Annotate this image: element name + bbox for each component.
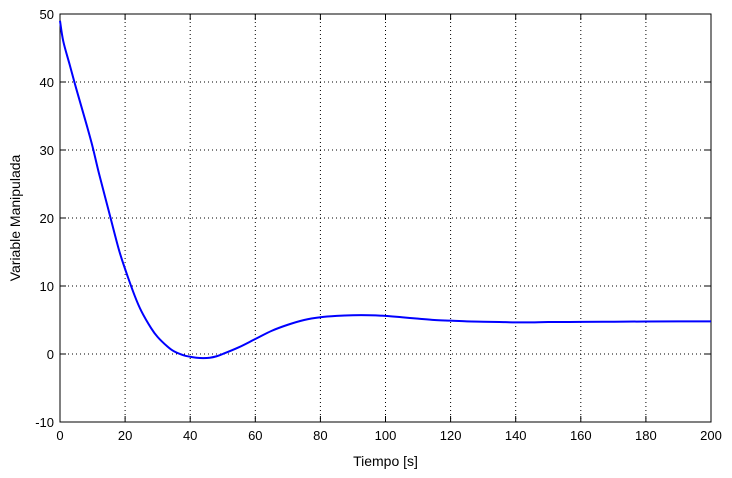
y-axis-label: Variable Manipulada <box>7 154 23 281</box>
y-tick-label: 0 <box>47 347 54 362</box>
x-tick-label: 80 <box>313 428 327 443</box>
x-tick-label: 20 <box>118 428 132 443</box>
x-tick-label: 140 <box>505 428 527 443</box>
x-tick-label: 160 <box>570 428 592 443</box>
y-tick-label: 20 <box>40 211 54 226</box>
x-tick-labels: 0 20 40 60 80 100 120 140 160 180 200 <box>56 428 721 443</box>
x-axis-label: Tiempo [s] <box>353 453 418 469</box>
x-tick-label: 200 <box>700 428 722 443</box>
x-tick-label: 40 <box>183 428 197 443</box>
x-tick-label: 60 <box>248 428 262 443</box>
x-tick-label: 100 <box>375 428 397 443</box>
y-tick-label: 40 <box>40 75 54 90</box>
y-tick-label: 30 <box>40 143 54 158</box>
series-line <box>59 20 712 360</box>
plot-frame <box>59 13 712 423</box>
y-tick-labels: -10 0 10 20 30 40 50 <box>35 7 54 430</box>
series-layer <box>59 20 712 360</box>
x-tick-label: 120 <box>440 428 462 443</box>
grid <box>60 14 711 422</box>
y-tick-label: 10 <box>40 279 54 294</box>
y-tick-label: 50 <box>40 7 54 22</box>
x-tick-label: 0 <box>56 428 63 443</box>
y-tick-label: -10 <box>35 415 54 430</box>
x-tick-label: 180 <box>635 428 657 443</box>
